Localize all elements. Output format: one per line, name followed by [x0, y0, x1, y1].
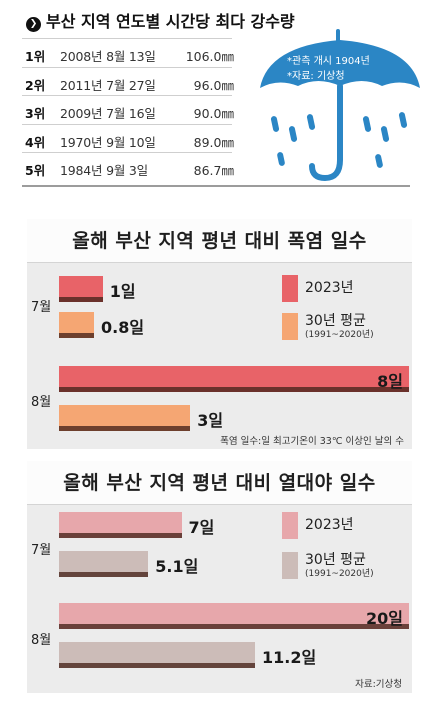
category-label: 8월	[31, 395, 52, 410]
legend-swatch-average	[282, 552, 298, 579]
rainfall-note: *관측 개시 1904년 *자료: 기상청	[287, 54, 412, 84]
note-line: *자료: 기상청	[287, 71, 345, 82]
note-line: *관측 개시 1904년	[287, 56, 370, 67]
chart-footnote: 자료:기상청	[355, 679, 402, 690]
tropical-nights-chart: 올해 부산 지역 평년 대비 열대야 일수 7월 8월 7일 5.1일 20일 …	[27, 461, 412, 693]
chart-title: 올해 부산 지역 평년 대비 열대야 일수	[27, 461, 412, 505]
legend-label-average: 30년 평균 (1991~2020년)	[305, 313, 374, 341]
rank-number: 1위	[25, 49, 46, 64]
rank-amount: 90.0㎜	[193, 106, 234, 121]
rank-date: 2011년 7월 27일	[60, 77, 156, 93]
bar-average-july	[59, 551, 149, 577]
rank-date: 1984년 9월 3일	[60, 163, 148, 178]
heatwave-days-chart: 올해 부산 지역 평년 대비 폭염 일수 7월 8월 1일 0.8일 8일 3일…	[27, 219, 412, 449]
rank-number: 4위	[25, 134, 46, 150]
legend-swatch-2023	[282, 512, 298, 539]
data-label: 8일	[377, 372, 403, 391]
data-label: 7일	[188, 518, 215, 537]
category-label: 7월	[31, 300, 52, 315]
table-row: 1위 2008년 8월 13일 106.0㎜	[22, 38, 234, 67]
legend-swatch-average	[282, 313, 298, 340]
rank-number: 3위	[25, 106, 46, 121]
rank-date: 2009년 7월 16일	[60, 106, 156, 121]
rainfall-ranking-section: ❯ 부산 지역 연도별 시간당 최다 강수량 1위 2008년 8월 13일 10…	[0, 0, 432, 196]
data-label: 20일	[366, 609, 403, 628]
bar-2023-july	[59, 512, 182, 538]
data-label: 0.8일	[101, 318, 145, 337]
rank-amount: 106.0㎜	[185, 49, 234, 64]
data-label: 5.1일	[155, 557, 199, 576]
bar-2023-august	[59, 366, 409, 392]
table-row: 4위 1970년 9월 10일 89.0㎜	[22, 123, 234, 153]
legend-main: 30년 평균	[305, 552, 366, 568]
chart-title: 올해 부산 지역 평년 대비 폭염 일수	[27, 219, 412, 263]
rainfall-title-text: 부산 지역 연도별 시간당 최다 강수량	[46, 12, 295, 31]
category-label: 8월	[31, 633, 52, 648]
rank-amount: 96.0㎜	[193, 77, 234, 93]
data-label: 1일	[109, 282, 136, 301]
legend-label-average: 30년 평균 (1991~2020년)	[305, 552, 374, 580]
table-row: 5위 1984년 9월 3일 86.7㎜	[22, 152, 234, 181]
legend-period: (1991~2020년)	[305, 330, 374, 340]
umbrella-icon	[260, 29, 420, 182]
legend-label-2023: 2023년	[305, 517, 354, 533]
table-row: 2위 2011년 7월 27일 96.0㎜	[22, 66, 234, 96]
rainfall-rank-table: 1위 2008년 8월 13일 106.0㎜ 2위 2011년 7월 27일 9…	[22, 38, 234, 181]
category-label: 7월	[31, 543, 52, 558]
rainfall-title: ❯ 부산 지역 연도별 시간당 최다 강수량	[26, 8, 295, 32]
bar-2023-august	[59, 603, 409, 629]
bar-average-july	[59, 312, 94, 338]
data-label: 3일	[197, 411, 224, 430]
legend-swatch-2023	[282, 275, 298, 302]
rank-date: 1970년 9월 10일	[60, 134, 156, 150]
table-row: 3위 2009년 7월 16일 90.0㎜	[22, 95, 234, 124]
legend-main: 30년 평균	[305, 313, 366, 329]
bar-average-august	[59, 642, 255, 668]
chevron-right-icon: ❯	[26, 17, 41, 32]
rank-date: 2008년 8월 13일	[60, 49, 156, 64]
rank-number: 5위	[25, 163, 46, 178]
rank-number: 2위	[25, 77, 46, 93]
table-bottom-rule	[22, 185, 410, 187]
bar-2023-july	[59, 276, 103, 302]
legend-period: (1991~2020년)	[305, 569, 374, 579]
bar-average-august	[59, 405, 191, 431]
chart-footnote: 폭염 일수:일 최고기온이 33℃ 이상인 날의 수	[220, 436, 404, 447]
rank-amount: 86.7㎜	[193, 163, 234, 178]
rank-amount: 89.0㎜	[193, 134, 234, 150]
data-label: 11.2일	[262, 648, 317, 667]
legend-label-2023: 2023년	[305, 280, 354, 296]
